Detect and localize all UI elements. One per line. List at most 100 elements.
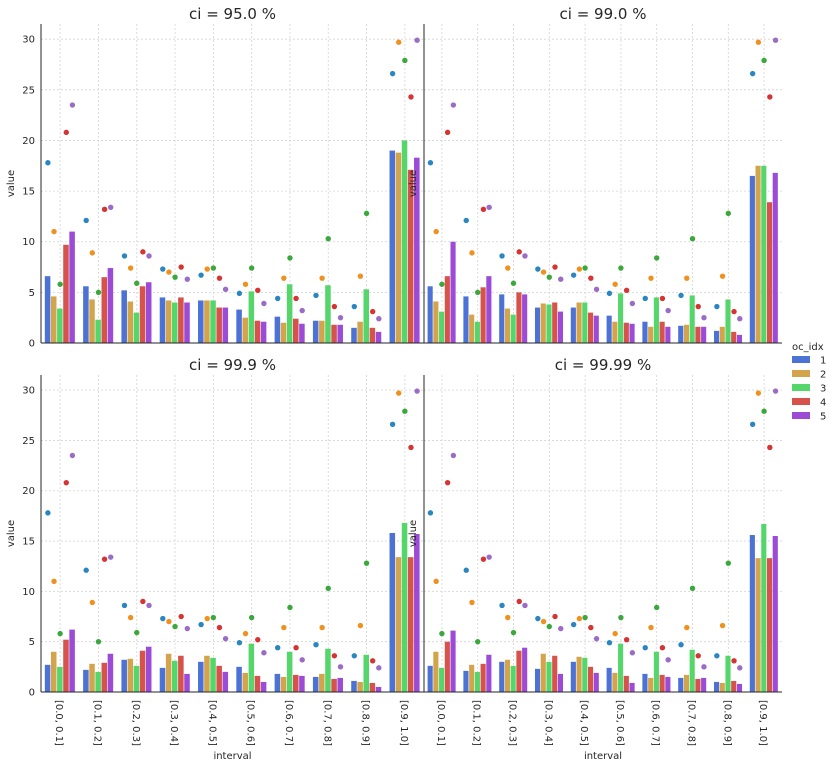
x-tick-label: [0.3, 0.4] [542, 700, 553, 746]
bar [665, 326, 671, 343]
data-point [222, 286, 229, 293]
data-point [582, 265, 588, 271]
bar [576, 656, 582, 692]
legend-label: 4 [820, 398, 826, 409]
x-tick-label: [0.1, 0.2] [471, 700, 482, 746]
bar [389, 532, 396, 692]
bar [260, 321, 267, 343]
data-point [486, 554, 492, 560]
data-point [767, 94, 773, 100]
data-point [357, 622, 364, 629]
data-point [222, 635, 229, 642]
data-point [665, 307, 671, 314]
bar [683, 324, 690, 343]
data-point [363, 210, 370, 217]
data-point [83, 217, 89, 224]
bar [178, 655, 184, 692]
data-point [140, 249, 146, 255]
data-point [337, 664, 344, 670]
bar [618, 293, 624, 343]
bar [534, 307, 541, 343]
x-tick-label: [0.2, 0.3] [507, 700, 518, 746]
y-tick-label: 0 [29, 688, 35, 699]
legend-swatch [792, 412, 810, 419]
data-point [629, 300, 636, 307]
data-point [588, 275, 594, 281]
data-point [57, 630, 63, 637]
x-tick-label: [0.6, 0.7] [650, 700, 661, 746]
data-point [389, 421, 396, 428]
bar [312, 320, 319, 343]
bar [439, 667, 445, 692]
data-point [293, 645, 299, 651]
data-point [486, 204, 492, 210]
data-point [648, 275, 654, 281]
bar [678, 325, 684, 343]
bar [375, 331, 382, 343]
data-point [505, 614, 511, 621]
legend-label: 1 [820, 356, 826, 367]
bar [570, 307, 576, 343]
y-tick-label: 30 [22, 386, 35, 397]
data-point [558, 276, 564, 282]
bar [145, 282, 152, 343]
y-axis-label: value [6, 170, 17, 197]
y-tick-label: 10 [22, 237, 35, 248]
bar [653, 651, 659, 692]
panel-4: ci = 99.99 % [0.0, 0.1] [0.1, 0.2] [0.2, 0.… [408, 356, 782, 762]
data-point [540, 618, 547, 625]
data-point [433, 578, 439, 585]
data-point [63, 479, 69, 486]
data-point [480, 206, 487, 213]
data-point [89, 599, 96, 606]
data-point [552, 264, 558, 270]
y-tick-label: 15 [22, 537, 35, 548]
bar [678, 677, 684, 692]
bar [299, 675, 305, 692]
y-tick-label: 20 [22, 486, 35, 497]
x-axis-label: interval [213, 751, 251, 762]
data-point [475, 638, 481, 645]
data-point [69, 452, 76, 459]
bar [254, 320, 261, 343]
bar [659, 321, 665, 343]
data-point [522, 253, 528, 259]
data-point [121, 253, 128, 259]
bar [280, 322, 287, 343]
bar [171, 302, 178, 343]
bar [139, 286, 146, 343]
x-tick-label: [0.7, 0.8] [686, 700, 697, 746]
bar [331, 678, 337, 692]
data-point [772, 37, 779, 43]
data-point [570, 621, 577, 628]
bar [695, 678, 701, 692]
bar [522, 647, 528, 692]
bar [375, 686, 382, 692]
data-point [618, 614, 624, 621]
data-point [45, 510, 51, 516]
bar [587, 666, 594, 692]
data-point [408, 444, 414, 451]
data-point [101, 206, 108, 213]
data-point [51, 578, 57, 585]
data-point [629, 650, 636, 656]
data-point [389, 70, 396, 77]
data-point [737, 665, 743, 671]
data-point [731, 308, 737, 315]
bar [648, 677, 654, 692]
bar [101, 662, 108, 692]
data-point [363, 560, 370, 566]
data-point [63, 129, 69, 136]
bar [254, 675, 261, 692]
data-point [612, 630, 618, 637]
data-point [396, 390, 402, 396]
panel-title: ci = 95.0 % [189, 5, 276, 23]
bar [337, 324, 343, 343]
data-point [588, 624, 594, 631]
bar [522, 294, 528, 343]
bar [407, 557, 414, 692]
bar [557, 311, 564, 343]
data-point [178, 264, 184, 270]
bar [121, 290, 127, 343]
bar [474, 321, 480, 343]
